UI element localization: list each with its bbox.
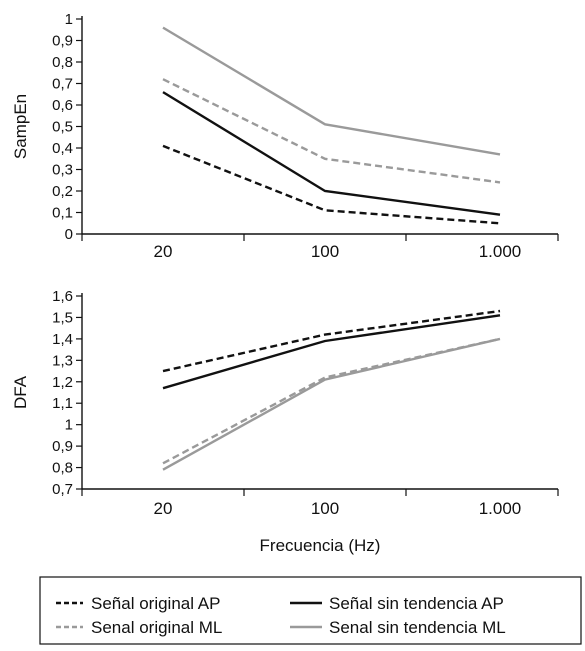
y-tick-label: 1 [65, 11, 73, 28]
y-tick-label: 0 [65, 226, 73, 243]
y-tick-label: 0,3 [52, 162, 73, 179]
y-tick-label: 0,6 [52, 97, 73, 114]
x-tick-label: 1.000 [479, 499, 522, 518]
dfa-series-line-1 [162, 337, 501, 465]
dfa-y-axis-label: DFA [11, 375, 30, 409]
legend-box [39, 576, 582, 645]
sampen-y-axis-label: SampEn [11, 94, 30, 159]
x-axis-label: Frecuencia (Hz) [260, 536, 381, 555]
x-tick-label: 20 [154, 242, 173, 261]
y-tick-label: 0,9 [52, 438, 73, 455]
y-tick-label: 1 [65, 417, 73, 434]
legend-label: Señal original AP [91, 594, 220, 613]
y-tick-label: 0,1 [52, 205, 73, 222]
y-tick-label: 0,7 [52, 76, 73, 93]
y-tick-label: 1,1 [52, 395, 73, 412]
y-tick-label: 0,2 [52, 183, 73, 200]
y-tick-label: 1,6 [52, 288, 73, 305]
dfa-chart: 0,7 0,8 0,9 1 1,1 1,2 1,3 1,4 1,5 1,6 20 100 1.000 DF… [11, 288, 559, 555]
legend: Señal original AP Señal sin tendencia AP S… [39, 576, 582, 645]
y-tick-label: 0,9 [52, 33, 73, 50]
y-tick-label: 1,4 [52, 331, 73, 348]
sampen-series-line-3 [162, 26, 501, 156]
legend-label: Senal sin tendencia ML [329, 618, 506, 637]
sampen-series-line-1 [162, 78, 501, 184]
y-tick-label: 1,3 [52, 352, 73, 369]
x-tick-label: 20 [154, 499, 173, 518]
y-tick-label: 0,4 [52, 140, 73, 157]
x-tick-label: 100 [311, 242, 339, 261]
y-tick-label: 0,7 [52, 481, 73, 498]
y-tick-label: 1,5 [52, 309, 73, 326]
sampen-series-line-0 [162, 144, 501, 225]
y-tick-label: 0,8 [52, 54, 73, 71]
y-tick-label: 0,8 [52, 460, 73, 477]
y-tick-label: 1,2 [52, 374, 73, 391]
x-tick-label: 1.000 [479, 242, 522, 261]
legend-label: Señal sin tendencia AP [329, 594, 504, 613]
dfa-series-line-3 [162, 337, 501, 471]
sampen-chart: 0 0,1 0,2 0,3 0,4 0,5 0,6 0,7 0,8 0,9 1 20 100 1.000 S… [11, 11, 559, 261]
sampen-series-line-2 [162, 91, 501, 216]
x-tick-label: 100 [311, 499, 339, 518]
legend-label: Senal original ML [91, 618, 222, 637]
y-tick-label: 0,5 [52, 119, 73, 136]
